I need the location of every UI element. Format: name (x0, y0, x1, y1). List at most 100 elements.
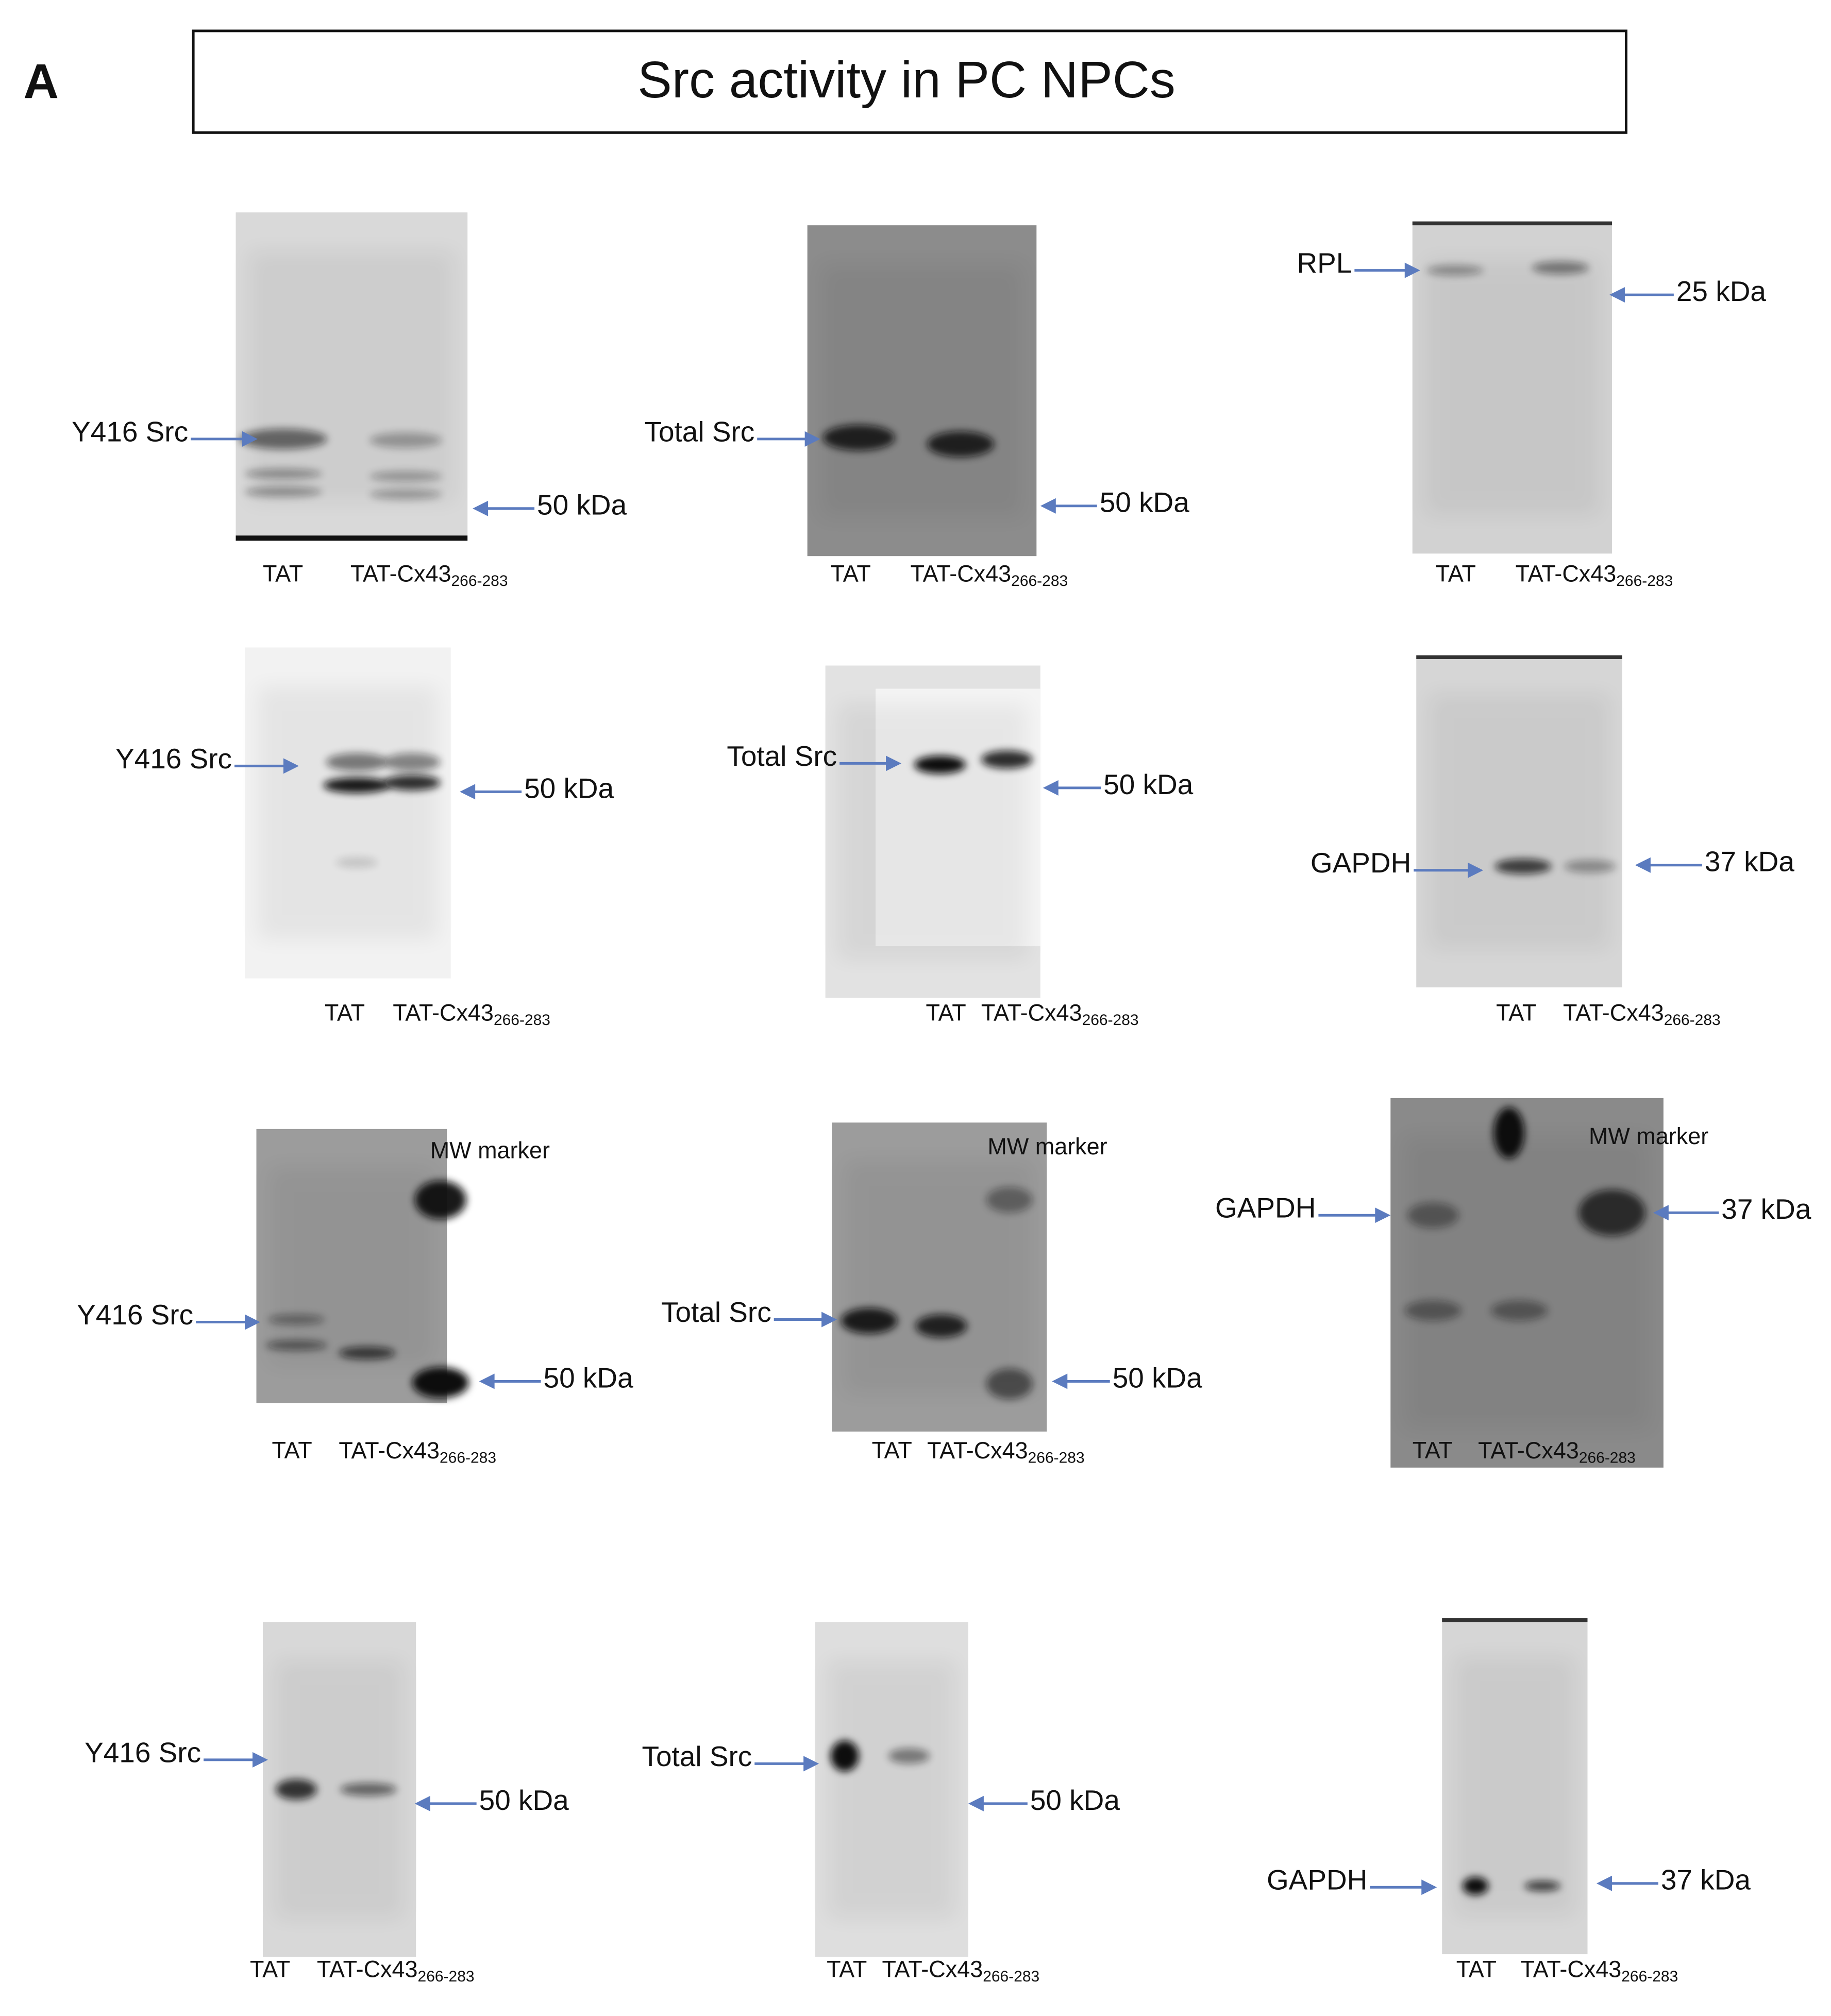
arrow-head (1404, 262, 1420, 278)
band (244, 468, 322, 479)
lane-name: TAT-Cx43 (1478, 1437, 1579, 1464)
band (1532, 261, 1589, 275)
target-label: Total Src (661, 1296, 771, 1328)
arrow-head (886, 755, 902, 771)
blot (1442, 1618, 1588, 1955)
blot-shading (838, 704, 1028, 960)
band (1494, 859, 1552, 875)
lane-label: TAT-Cx43266-283 (882, 1956, 1040, 1985)
target-label: Total Src (645, 415, 755, 447)
mw-marker-label: MW marker (987, 1133, 1107, 1160)
blot-shading (820, 264, 1024, 518)
band (830, 1740, 859, 1772)
lane-label: TAT-Cx43266-283 (927, 1437, 1085, 1467)
arrow-head (804, 431, 820, 447)
lane-name: TAT-Cx43 (1563, 999, 1664, 1026)
lane-name: TAT-Cx43 (393, 999, 494, 1026)
blot-edge (1412, 221, 1612, 226)
lane-subscript: 266-283 (1621, 1968, 1678, 1985)
band (1564, 860, 1616, 873)
blot-shading (1429, 694, 1609, 949)
blot (825, 665, 1040, 998)
size-label: 50 kDa (1103, 768, 1194, 800)
band (369, 432, 442, 448)
lane-subscript: 266-283 (1082, 1012, 1139, 1029)
blot-shading (257, 686, 438, 940)
arrow-head (803, 1756, 819, 1772)
lane-label: TAT (1436, 561, 1476, 587)
arrow-head (1653, 1205, 1669, 1221)
blot-shading (828, 1660, 955, 1919)
blot-edge (1416, 655, 1622, 660)
lane-label: TAT-Cx43266-283 (317, 1956, 475, 1985)
band (369, 471, 442, 482)
arrow-head (1043, 780, 1059, 796)
lane-name: TAT-Cx43 (1521, 1956, 1622, 1982)
lane-label: TAT (272, 1437, 312, 1464)
band (1524, 1880, 1561, 1891)
blot (832, 1122, 1047, 1432)
lane-subscript: 266-283 (451, 573, 508, 590)
band (383, 775, 441, 791)
blot-edge (236, 535, 468, 541)
band (412, 1367, 469, 1398)
lane-label: TAT (250, 1956, 290, 1982)
target-label: GAPDH (1267, 1864, 1367, 1896)
blot-shading (269, 1167, 434, 1365)
target-label: GAPDH (1215, 1192, 1316, 1224)
band (265, 1340, 327, 1351)
band (336, 857, 378, 868)
lane-subscript: 266-283 (1579, 1449, 1636, 1466)
lane-label: TAT-Cx43266-283 (339, 1437, 496, 1467)
arrow-head (414, 1795, 430, 1811)
blot (256, 1129, 469, 1403)
band (914, 755, 966, 774)
title-box (192, 29, 1627, 134)
size-label: 50 kDa (524, 772, 614, 804)
band (822, 425, 895, 451)
lane-subscript: 266-283 (440, 1449, 496, 1466)
arrow-head (1635, 857, 1651, 873)
lane-label: TAT (1496, 999, 1536, 1026)
lane-subscript: 266-283 (1011, 573, 1068, 590)
blot (262, 1622, 416, 1957)
panel-label: A (23, 54, 59, 109)
target-label: Y416 Src (115, 743, 232, 775)
size-label: 25 kDa (1676, 275, 1767, 307)
size-label: 50 kDa (537, 489, 627, 521)
lane-subscript: 266-283 (1664, 1012, 1721, 1029)
target-label: Total Src (642, 1740, 752, 1772)
size-label: 50 kDa (479, 1784, 569, 1816)
lane-label: TAT (827, 1956, 867, 1982)
arrow-head (1040, 498, 1056, 514)
lane-label: TAT-Cx43266-283 (1563, 999, 1721, 1029)
size-label: 37 kDa (1721, 1193, 1811, 1225)
arrow-head (821, 1312, 837, 1328)
target-label: Y416 Src (72, 415, 188, 447)
lane-subscript: 266-283 (418, 1968, 475, 1985)
arrow-head (1375, 1207, 1391, 1223)
arrow-head (252, 1752, 268, 1768)
title: Src activity in PC NPCs (637, 52, 1175, 109)
lane-name: TAT-Cx43 (339, 1437, 440, 1464)
lane-name: TAT-Cx43 (317, 1956, 418, 1982)
band (1407, 1202, 1459, 1229)
arrow-head (1052, 1373, 1068, 1389)
lane-subscript: 266-283 (1028, 1449, 1085, 1466)
arrow-head (1609, 287, 1625, 303)
band (927, 431, 994, 457)
size-label: 50 kDa (544, 1362, 634, 1393)
blot-shading (1455, 1657, 1575, 1916)
target-label: RPL (1297, 247, 1352, 279)
lane-label: TAT-Cx43266-283 (1521, 1956, 1678, 1985)
lane-name: TAT-Cx43 (911, 561, 1012, 587)
blot (1412, 221, 1612, 554)
arrow-head (473, 500, 489, 516)
blot (807, 225, 1037, 557)
lane-label: TAT-Cx43266-283 (1516, 561, 1673, 590)
arrow-head (1421, 1879, 1437, 1895)
band (240, 428, 327, 449)
band (915, 1314, 967, 1338)
band (340, 1783, 397, 1796)
